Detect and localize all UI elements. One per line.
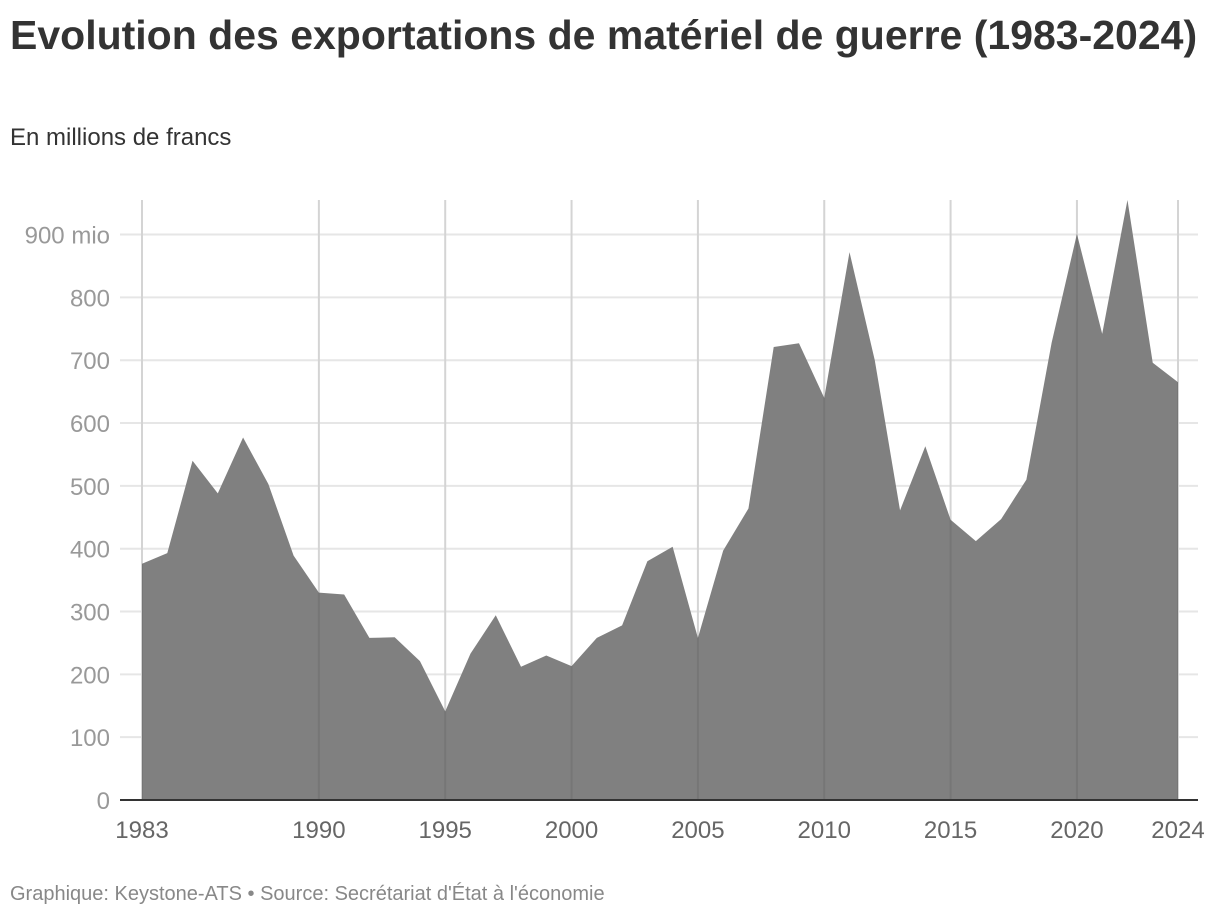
y-tick-label: 300 [70, 600, 110, 627]
x-tick-label: 2000 [545, 817, 598, 844]
x-tick-label: 2020 [1050, 817, 1103, 844]
source-footer: Graphique: Keystone-ATS • Source: Secrét… [10, 883, 605, 905]
y-tick-label: 200 [70, 662, 110, 689]
chart-subtitle: En millions de francs [10, 124, 232, 151]
x-tick-label: 1990 [292, 817, 345, 844]
area-series-exports [142, 200, 1178, 800]
chart-title: Evolution des exportations de matériel d… [10, 12, 1198, 58]
y-tick-label: 500 [70, 474, 110, 501]
x-tick-label: 2005 [671, 817, 724, 844]
area-layer [142, 200, 1178, 800]
x-tick-label: 1983 [115, 817, 168, 844]
y-tick-label: 700 [70, 348, 110, 375]
x-tick-label: 2010 [798, 817, 851, 844]
x-tick-label: 1995 [419, 817, 472, 844]
vertical-gridlines-overlay [141, 200, 1179, 800]
y-tick-label: 400 [70, 537, 110, 564]
y-tick-label: 900 mio [25, 223, 110, 250]
y-tick-label: 100 [70, 725, 110, 752]
y-tick-label: 600 [70, 411, 110, 438]
x-tick-label: 2024 [1151, 817, 1204, 844]
y-tick-label: 0 [97, 788, 110, 815]
tick-label-layer: 0 100 200 300 400 500 600 700 800 900 mio 1983 1990… [25, 223, 1205, 844]
x-tick-label: 2015 [924, 817, 977, 844]
y-tick-label: 800 [70, 285, 110, 312]
